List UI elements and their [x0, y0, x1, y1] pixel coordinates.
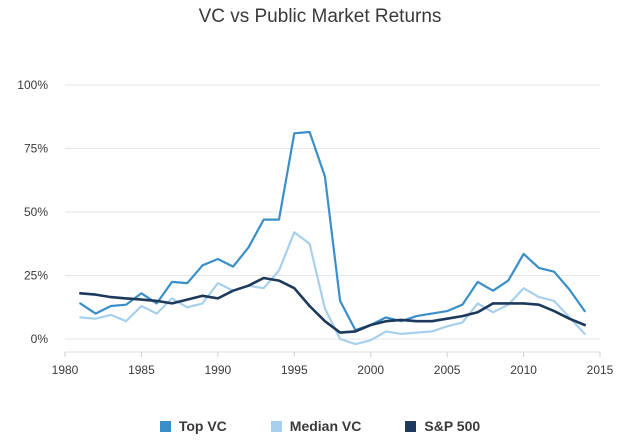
legend-swatch-sp500	[405, 420, 417, 432]
chart-title: VC vs Public Market Returns	[198, 6, 442, 27]
x-tick-label: 1980	[52, 363, 79, 377]
y-tick-label: 75%	[24, 142, 48, 156]
legend-swatch-top-vc	[159, 420, 171, 432]
x-tick-label: 2010	[510, 363, 537, 377]
legend-item-top-vc: Top VC	[159, 418, 227, 434]
y-tick-label: 100%	[17, 78, 48, 92]
y-tick-label: 50%	[24, 205, 48, 219]
legend: Top VC Median VC S&P 500	[0, 418, 640, 434]
line-chart: 0% 25% 50% 75% 100% 1980 1985 1990 1995 2000 2005 2…	[17, 78, 614, 377]
legend-swatch-median-vc	[270, 420, 282, 432]
legend-label-median-vc: Median VC	[289, 418, 362, 434]
x-tick-label: 2015	[587, 363, 614, 377]
series-line-s-p-500	[79, 276, 587, 334]
x-tick-label: 1990	[205, 363, 232, 377]
y-tick-label: 0%	[31, 332, 49, 346]
legend-label-top-vc: Top VC	[178, 418, 227, 434]
x-tick-label: 1985	[128, 363, 155, 377]
legend-item-median-vc: Median VC	[270, 418, 362, 434]
legend-item-sp500: S&P 500	[405, 418, 480, 434]
x-tick-label: 1995	[281, 363, 308, 377]
y-tick-label: 25%	[24, 269, 48, 283]
series-line-top-vc	[79, 130, 586, 332]
series-line-median-vc	[79, 231, 586, 346]
x-tick-label: 2005	[434, 363, 461, 377]
legend-label-sp500: S&P 500	[424, 418, 481, 434]
x-tick-label: 2000	[357, 363, 384, 377]
